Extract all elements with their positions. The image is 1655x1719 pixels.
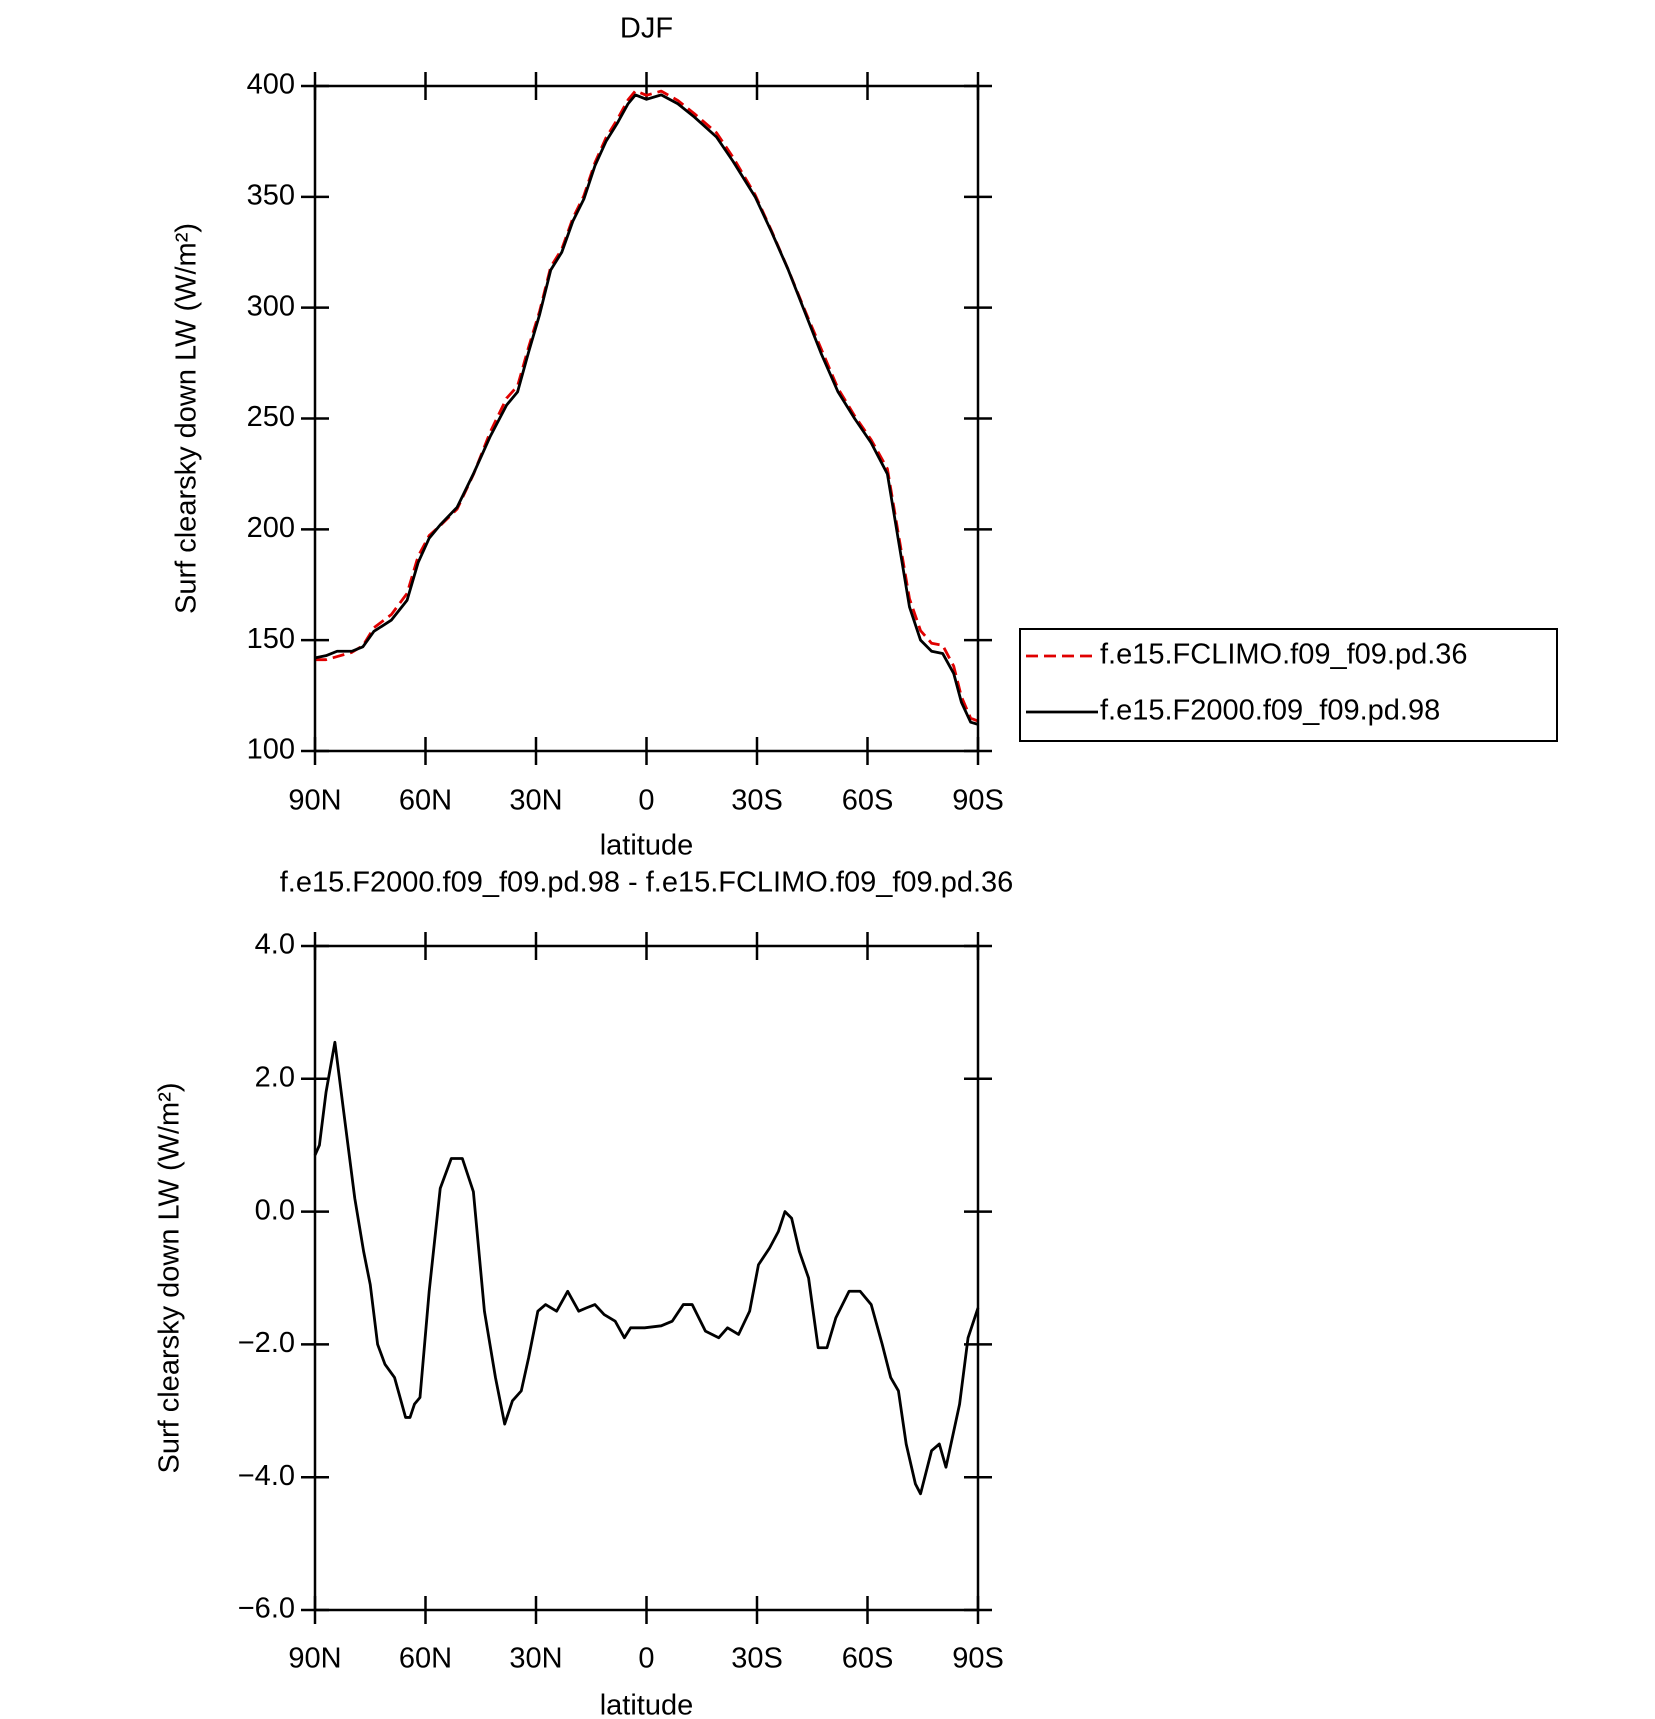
data-line [313,1040,980,1496]
y-axis-label: Surf clearsky down LW (W/m²) [154,1082,186,1473]
y-tick-label: 100 [247,734,295,766]
x-tick-label: 30N [509,1643,562,1675]
x-tick-label: 60S [842,1643,894,1675]
x-tick-label: 60N [399,1643,452,1675]
chart-title: DJF [620,13,673,45]
x-tick-label: 90S [952,785,1004,817]
x-tick-label: 30N [509,785,562,817]
plot-frame [313,944,980,1612]
y-tick-label: 2.0 [255,1061,295,1093]
x-tick-label: 90N [288,1643,341,1675]
x-tick-label: 30S [731,1643,783,1675]
legend-label: f.e15.FCLIMO.f09_f09.pd.36 [1100,639,1468,671]
x-tick-label: 0 [638,785,654,817]
y-tick-label: 300 [247,290,295,322]
y-tick-label: 0.0 [255,1194,295,1226]
y-tick-label: −4.0 [238,1460,295,1492]
y-tick-label: 150 [247,623,295,655]
y-tick-label: 350 [247,179,295,211]
x-axis-label: latitude [600,1690,694,1719]
y-tick-label: 250 [247,401,295,433]
legend-label: f.e15.F2000.f09_f09.pd.98 [1100,695,1440,727]
x-tick-label: 90N [288,785,341,817]
plot-frame [313,84,980,753]
data-line [315,89,979,723]
y-tick-label: 4.0 [255,929,295,961]
y-tick-label: 200 [247,512,295,544]
y-tick-label: −6.0 [238,1593,295,1625]
y-tick-label: −2.0 [238,1327,295,1359]
x-tick-label: 30S [731,785,783,817]
x-tick-label: 60S [842,785,894,817]
y-axis-label: Surf clearsky down LW (W/m²) [171,223,203,614]
y-tick-label: 400 [247,69,295,101]
chart-title: f.e15.F2000.f09_f09.pd.98 - f.e15.FCLIMO… [280,867,1014,899]
x-tick-label: 90S [952,1643,1004,1675]
x-axis-label: latitude [600,830,694,862]
x-tick-label: 0 [638,1643,654,1675]
legend-box [1019,628,1558,742]
data-line [314,93,979,726]
x-tick-label: 60N [399,785,452,817]
